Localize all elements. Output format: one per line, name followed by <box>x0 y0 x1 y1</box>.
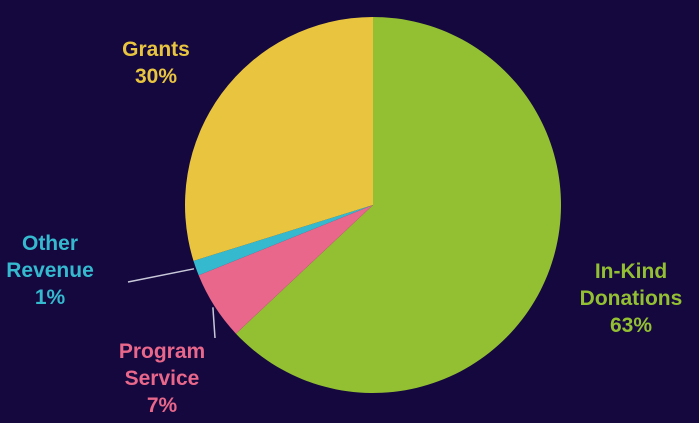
leader-line-other-revenue <box>127 268 195 283</box>
slice-value-label: 30% <box>134 65 178 88</box>
slice-label-program-service: Program Service 7% <box>100 338 224 419</box>
slice-label-line: Grants <box>122 38 190 61</box>
leader-lines <box>127 268 216 339</box>
slice-label-line: Donations <box>579 287 683 310</box>
pie-slices <box>185 17 562 393</box>
slice-label-other-revenue: Other Revenue 1% <box>2 230 98 311</box>
slice-label-line: Other <box>21 232 78 255</box>
pie-slice-grants <box>185 17 373 261</box>
slice-label-line: Program <box>118 340 206 363</box>
slice-value-label: 63% <box>609 314 653 337</box>
pie-slice-in-kind-donations <box>235 17 562 393</box>
pie-slice-program-service <box>198 205 373 334</box>
slice-label-grants: Grants 30% <box>100 36 212 90</box>
slice-value-label: 1% <box>34 286 66 309</box>
slice-label-line: Revenue <box>6 259 94 282</box>
slice-label-in-kind-donations: In-Kind Donations 63% <box>565 258 697 339</box>
slice-value-label: 7% <box>146 394 178 417</box>
slice-label-line: Service <box>124 367 200 390</box>
leader-line-program-service <box>212 307 216 339</box>
slice-label-line: In-Kind <box>594 260 668 283</box>
pie-slice-other-revenue <box>193 205 373 276</box>
